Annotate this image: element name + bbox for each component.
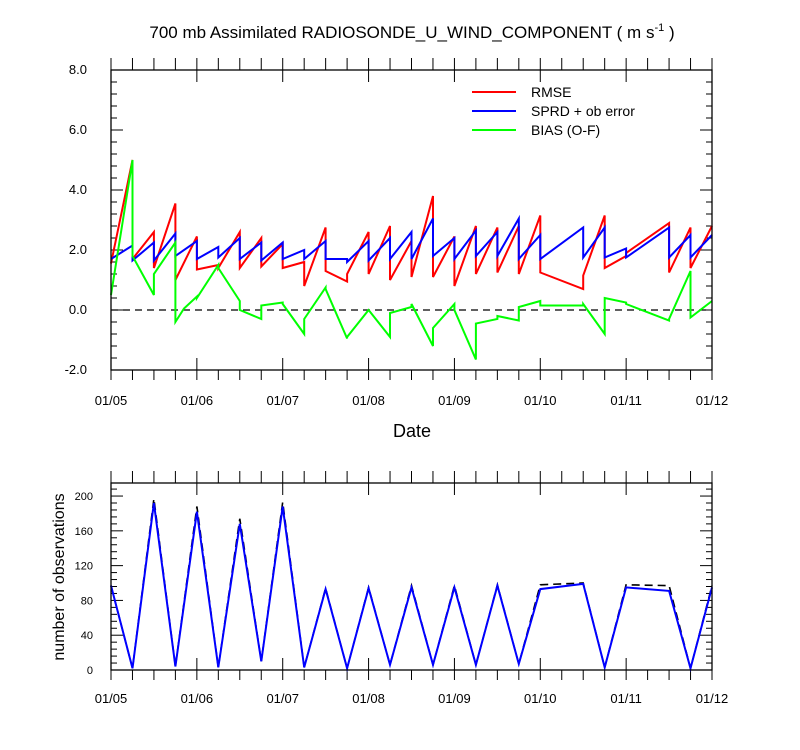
legend: RMSE SPRD + ob error BIAS (O-F)	[472, 84, 635, 138]
legend-label: SPRD + ob error	[531, 103, 635, 119]
x-tick-label: 01/05	[95, 393, 128, 408]
x-tick-label: 01/06	[181, 393, 214, 408]
top-plot-frame	[110, 69, 713, 371]
y-tick-label: 2.0	[69, 242, 87, 257]
x-tick-label: 01/07	[266, 393, 299, 408]
series-line-rmse	[110, 159, 713, 291]
series-line-sprd-ob-error	[110, 214, 713, 265]
obs-y-tick-label: 160	[75, 526, 93, 538]
obs-series-line-solid	[110, 502, 713, 673]
bottom-plot-area: 200 160 120 80 40 0 01/05 01/06 01/07 01/08 01/09 0…	[75, 471, 729, 706]
obs-x-tick-label: 01/11	[610, 691, 642, 706]
top-plot-area: 8.0 6.0 4.0 2.0 0.0 -2.0 01/05 01/06 01/07 01/08 0…	[65, 58, 729, 408]
x-tick-label: 01/08	[352, 393, 385, 408]
obs-series-line-dashed	[110, 498, 713, 672]
obs-x-tick-label: 01/05	[95, 691, 128, 706]
obs-x-tick-label: 01/07	[266, 691, 299, 706]
obs-x-tick-label: 01/09	[438, 691, 471, 706]
obs-y-tick-label: 0	[87, 665, 93, 677]
obs-y-tick-label: 200	[75, 491, 93, 503]
y-tick-label: 4.0	[69, 182, 87, 197]
chart-title: 700 mb Assimilated RADIOSONDE_U_WIND_COM…	[149, 22, 674, 42]
obs-y-tick-label: 120	[75, 561, 93, 573]
legend-label: BIAS (O-F)	[531, 122, 600, 138]
series-line-bias-o-f-	[110, 159, 713, 360]
y-tick-label: 6.0	[69, 122, 87, 137]
y-axis-title-observations: number of observations	[51, 493, 68, 660]
x-axis-title: Date	[393, 421, 431, 441]
x-tick-label: 01/10	[524, 393, 557, 408]
y-tick-label: -2.0	[65, 362, 87, 377]
obs-x-tick-label: 01/06	[181, 691, 214, 706]
obs-x-tick-label: 01/12	[696, 691, 729, 706]
legend-label: RMSE	[531, 84, 571, 100]
x-tick-label: 01/12	[696, 393, 729, 408]
obs-y-tick-label: 80	[81, 595, 93, 607]
y-tick-label: 8.0	[69, 62, 87, 77]
x-tick-label: 01/11	[610, 393, 642, 408]
bottom-plot-frame	[110, 482, 713, 671]
x-tick-label: 01/09	[438, 393, 471, 408]
obs-x-tick-label: 01/08	[352, 691, 385, 706]
y-tick-label: 0.0	[69, 302, 87, 317]
obs-x-tick-label: 01/10	[524, 691, 557, 706]
obs-y-tick-label: 40	[81, 630, 93, 642]
